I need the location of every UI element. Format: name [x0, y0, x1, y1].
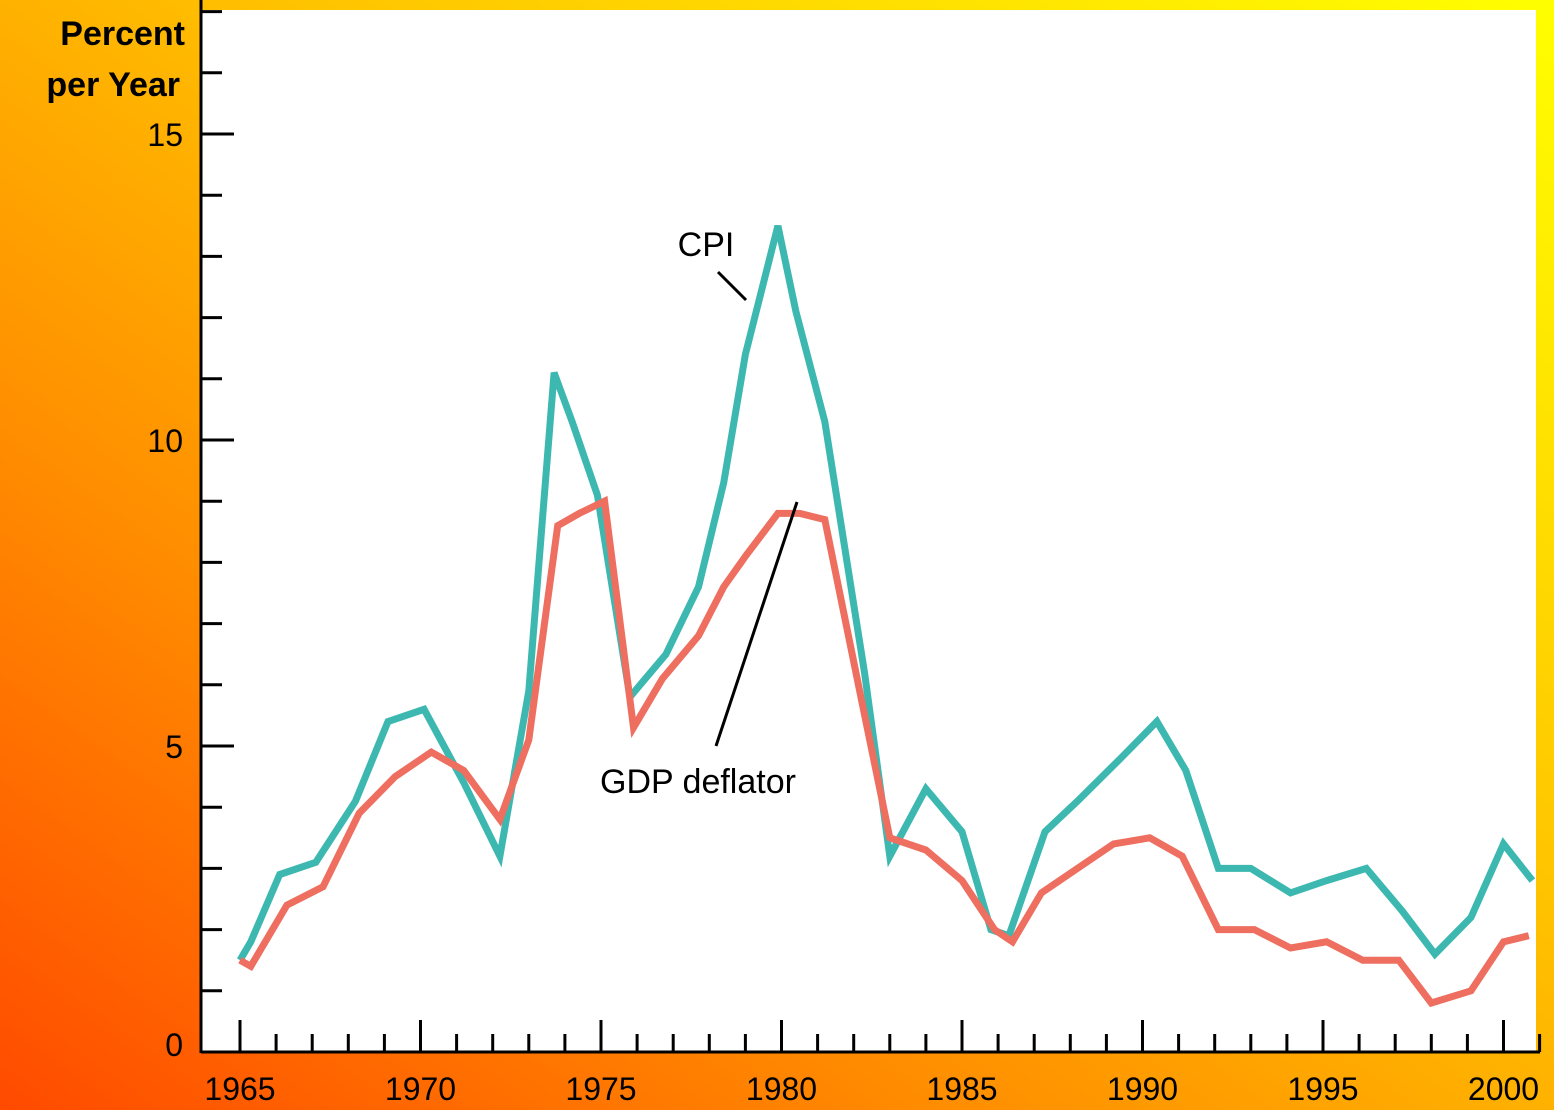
annotation-leader-line	[714, 501, 799, 747]
y-tick-label: 15	[147, 117, 183, 153]
x-tick-label: 2000	[1468, 1071, 1539, 1107]
x-tick-label: 1980	[746, 1071, 817, 1107]
series-line-gdp-deflator	[238, 495, 1530, 1008]
y-tick-label: 10	[147, 423, 183, 459]
annotation-leader-line	[716, 270, 748, 302]
plot-area	[201, 10, 1536, 1052]
y-axis-title-line1: Percent	[60, 15, 185, 53]
x-tick-label: 1965	[204, 1071, 275, 1107]
y-tick-label: 0	[165, 1027, 183, 1063]
x-tick-label: 1970	[385, 1071, 456, 1107]
x-tick-label: 1985	[926, 1071, 997, 1107]
x-tick-label: 1990	[1107, 1071, 1178, 1107]
ticks-layer: 0 5 10 15 1965 1970 1975 1980 1985 1990 1995 2000	[147, 10, 1542, 1107]
y-axis-title-line2: per Year	[46, 66, 180, 104]
series-layer	[236, 224, 1536, 1008]
y-tick-label: 5	[165, 729, 183, 765]
x-tick-label: 1975	[565, 1071, 636, 1107]
annotation-layer: CPI GDP deflator	[600, 226, 799, 801]
series-annotation-label: GDP deflator	[600, 763, 796, 801]
series-annotation-label: CPI	[678, 226, 735, 264]
x-tick-label: 1995	[1287, 1071, 1358, 1107]
